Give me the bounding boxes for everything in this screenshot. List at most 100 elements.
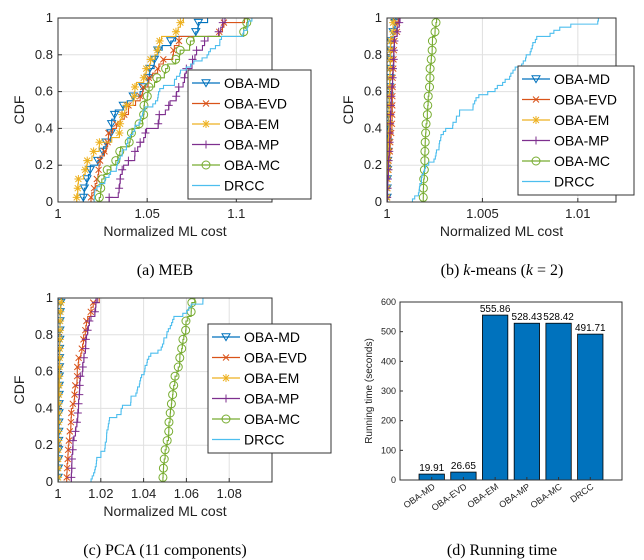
plus-marker xyxy=(395,18,404,27)
cross-marker xyxy=(66,428,74,435)
plus-marker xyxy=(174,83,183,91)
plus-marker xyxy=(76,372,85,381)
plus-marker xyxy=(387,156,393,165)
plus-marker xyxy=(83,326,92,335)
legend-label: OBA-EVD xyxy=(244,350,307,366)
cross-marker xyxy=(64,455,72,463)
plus-marker xyxy=(75,390,84,399)
legend-box xyxy=(187,69,312,200)
circle-marker xyxy=(181,316,191,326)
y-tick-label: 1 xyxy=(46,10,53,25)
triangle-marker xyxy=(531,75,541,84)
circle-marker xyxy=(221,414,231,424)
triangle-marker xyxy=(190,28,201,37)
legend: OBA-MD OBA-EVD OBA-EM OBA-MP OBA-MC DRCC xyxy=(187,69,312,200)
y-tick-label: 0.4 xyxy=(364,120,382,135)
circle-marker xyxy=(427,36,437,46)
star-marker xyxy=(171,27,180,36)
y-tick-label: 400 xyxy=(381,356,396,366)
plus-marker xyxy=(164,101,173,110)
circle-marker xyxy=(425,73,435,83)
x-tick-label: 1.01 xyxy=(565,206,590,221)
y-tick-label: 600 xyxy=(381,297,396,307)
plus-marker xyxy=(91,298,100,307)
circle-marker xyxy=(164,417,174,427)
y-tick-label: 0 xyxy=(375,194,382,209)
legend-label: OBA-MD xyxy=(244,329,300,345)
plus-marker xyxy=(68,436,77,445)
triangle-marker xyxy=(79,184,90,193)
cross-marker xyxy=(63,464,71,472)
cross-marker xyxy=(67,418,75,426)
plus-marker xyxy=(136,138,145,147)
star-marker xyxy=(58,399,63,408)
circle-marker xyxy=(159,454,169,464)
triangle-marker xyxy=(193,18,204,28)
circle-marker xyxy=(166,399,176,409)
plus-marker xyxy=(118,165,127,174)
circle-marker xyxy=(111,156,121,166)
circle-marker xyxy=(144,82,154,92)
subplot-caption: (b) k-means (k = 2) xyxy=(441,262,564,279)
star-marker xyxy=(81,165,90,174)
star-marker xyxy=(58,307,65,316)
cross-marker xyxy=(95,166,102,174)
star-marker xyxy=(142,64,151,73)
x-category-label: OBA-EVD xyxy=(430,481,469,513)
x-tick-label: 1 xyxy=(383,206,390,221)
circle-marker xyxy=(161,64,171,74)
bar-oba-mp xyxy=(513,322,540,481)
legend-label: OBA-MP xyxy=(244,391,299,407)
plus-marker xyxy=(105,193,114,202)
y-axis-label: Running time (seconds) xyxy=(364,338,375,444)
circle-marker xyxy=(425,64,435,74)
plus-marker xyxy=(124,156,133,165)
cross-marker xyxy=(73,363,81,371)
y-tick-label: 0.8 xyxy=(35,327,53,342)
cdf-line-oba-mc xyxy=(98,17,272,202)
circle-marker xyxy=(418,192,428,202)
legend: OBA-MD OBA-EVD OBA-EM OBA-MP OBA-MC DRCC xyxy=(517,65,635,196)
x-axis-label: Normalized ML cost xyxy=(103,223,226,239)
circle-marker xyxy=(175,45,185,55)
series-group xyxy=(58,297,272,482)
star-marker xyxy=(115,129,124,137)
cross-marker xyxy=(75,354,82,362)
circle-marker xyxy=(160,445,170,455)
bar-drcc xyxy=(577,333,604,481)
circle-marker xyxy=(173,362,183,372)
plus-marker xyxy=(67,473,76,482)
subplot-caption: (c) PCA (11 components) xyxy=(83,542,246,559)
triangle-marker xyxy=(109,110,120,120)
triangle-marker xyxy=(165,37,176,46)
y-tick-label: 0.8 xyxy=(364,47,382,62)
legend-label: OBA-MC xyxy=(554,153,610,169)
plus-marker xyxy=(387,138,394,147)
star-marker xyxy=(58,335,64,344)
circle-marker xyxy=(170,371,180,381)
cross-marker xyxy=(159,56,167,63)
plus-marker xyxy=(387,92,396,101)
series-group xyxy=(72,17,272,202)
circle-marker xyxy=(158,472,168,482)
circle-marker xyxy=(169,380,179,390)
y-tick-label: 0.4 xyxy=(35,120,53,135)
circle-marker xyxy=(158,463,168,473)
plus-marker xyxy=(387,83,396,91)
plus-marker xyxy=(67,455,76,463)
circle-marker xyxy=(423,100,433,110)
plus-marker xyxy=(532,136,540,145)
plus-marker xyxy=(68,445,77,454)
legend-label: OBA-MD xyxy=(554,71,610,87)
plus-marker xyxy=(188,55,197,64)
plus-marker xyxy=(200,37,209,45)
circle-marker xyxy=(126,128,136,138)
plus-marker xyxy=(387,110,395,119)
circle-marker xyxy=(164,426,174,436)
plus-marker xyxy=(155,110,164,119)
x-tick-label: 1.1 xyxy=(227,206,245,221)
triangle-marker xyxy=(221,333,231,342)
star-marker xyxy=(122,101,131,110)
y-axis-label: CDF xyxy=(340,96,356,125)
cross-marker xyxy=(202,100,210,107)
